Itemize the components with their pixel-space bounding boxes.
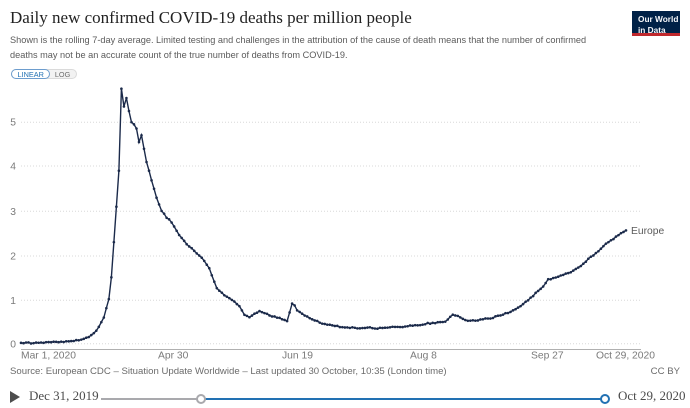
svg-text:Aug 8: Aug 8 — [410, 351, 437, 362]
svg-text:Oct 29, 2020: Oct 29, 2020 — [596, 351, 655, 362]
svg-text:1: 1 — [10, 296, 16, 307]
svg-text:Europe: Europe — [631, 226, 664, 237]
svg-text:5: 5 — [10, 118, 16, 129]
svg-text:Apr 30: Apr 30 — [158, 351, 189, 362]
svg-text:4: 4 — [10, 162, 16, 173]
svg-text:0: 0 — [10, 339, 16, 350]
svg-text:3: 3 — [10, 207, 16, 218]
svg-text:Sep 27: Sep 27 — [531, 351, 564, 362]
svg-text:Jun 19: Jun 19 — [282, 351, 313, 362]
svg-text:Mar 1, 2020: Mar 1, 2020 — [21, 351, 76, 362]
svg-text:2: 2 — [10, 252, 16, 263]
